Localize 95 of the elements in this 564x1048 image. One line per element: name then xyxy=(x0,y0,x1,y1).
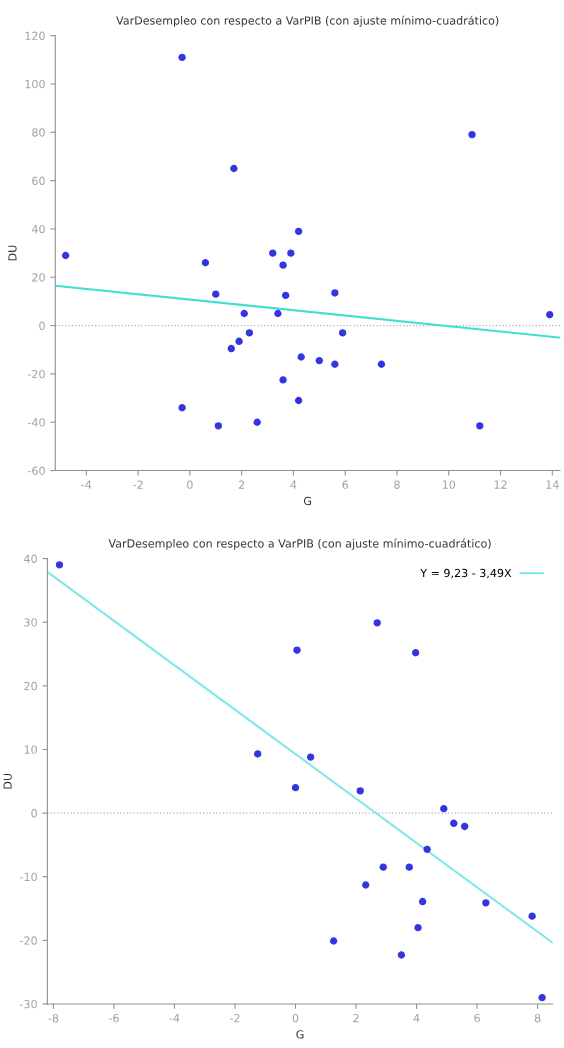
point xyxy=(362,881,370,889)
point xyxy=(405,863,413,871)
point xyxy=(411,649,420,657)
x-tick-label: -4 xyxy=(81,480,92,489)
point xyxy=(460,822,469,831)
chart-title: VarDesempleo con respecto a VarPIB (con ajuste mínimo-cuadrático) xyxy=(116,15,499,27)
point xyxy=(279,261,287,269)
point xyxy=(293,646,301,654)
point xyxy=(306,753,315,761)
x-tick-label: 4 xyxy=(290,480,297,489)
y-tick-label: -10 xyxy=(20,872,37,882)
point xyxy=(397,951,406,959)
x-tick-label: -2 xyxy=(133,480,143,489)
y-tick-label: 60 xyxy=(32,176,45,185)
point xyxy=(294,227,303,236)
y-tick-label: 40 xyxy=(24,554,37,563)
y-tick-label: 80 xyxy=(32,128,45,137)
y-tick-label: -20 xyxy=(27,369,45,379)
point xyxy=(230,164,238,173)
y-tick-label: 20 xyxy=(24,681,37,691)
point xyxy=(55,561,64,569)
point xyxy=(279,376,287,384)
point xyxy=(240,309,248,318)
x-tick-label: 8 xyxy=(534,1013,541,1023)
x-tick-label: 14 xyxy=(546,480,559,489)
point xyxy=(482,899,490,907)
x-tick-label: 4 xyxy=(413,1014,420,1023)
point xyxy=(269,249,277,257)
x-axis-title: G xyxy=(296,1030,304,1039)
point xyxy=(227,344,235,353)
point xyxy=(201,259,210,267)
point xyxy=(440,804,448,813)
y-tick-label: 30 xyxy=(24,618,37,627)
point xyxy=(331,289,339,297)
y-tick-label: 20 xyxy=(32,273,45,282)
point xyxy=(315,356,323,365)
point xyxy=(245,329,254,337)
point xyxy=(546,311,554,319)
point xyxy=(274,309,282,318)
point xyxy=(253,418,261,426)
x-tick-label: 2 xyxy=(238,480,245,489)
point xyxy=(379,863,387,871)
point xyxy=(377,360,386,368)
point xyxy=(178,404,186,412)
point xyxy=(476,422,484,430)
x-tick-label: 0 xyxy=(292,1013,299,1023)
y-tick-label: -30 xyxy=(20,999,37,1009)
y-tick-label: -20 xyxy=(20,936,37,945)
x-tick-label: -2 xyxy=(229,1013,240,1023)
point xyxy=(331,360,339,368)
point xyxy=(294,396,303,405)
y-tick-label: 100 xyxy=(25,79,45,89)
point xyxy=(297,353,305,361)
y-axis-title: DU xyxy=(3,773,12,789)
point xyxy=(338,329,347,337)
x-tick-label: -8 xyxy=(48,1013,59,1023)
point xyxy=(235,337,243,345)
point xyxy=(423,845,431,854)
y-tick-label: 0 xyxy=(39,321,45,330)
x-tick-label: 10 xyxy=(442,480,456,489)
x-tick-label: -4 xyxy=(169,1014,180,1023)
x-tick-label: 6 xyxy=(342,480,349,489)
point xyxy=(538,993,546,1002)
point xyxy=(450,819,458,827)
y-tick-label: 0 xyxy=(31,809,37,818)
y-tick-label: 120 xyxy=(25,31,45,41)
legend-label: Y = 9,23 - 3,49X xyxy=(420,568,512,579)
y-tick-label: -60 xyxy=(27,466,45,475)
point xyxy=(212,290,220,298)
chart-title: VarDesempleo con respecto a VarPIB (con ajuste mínimo-cuadrático) xyxy=(108,538,491,550)
y-tick-label: 10 xyxy=(24,745,37,754)
x-tick-label: 12 xyxy=(494,480,507,489)
point xyxy=(254,750,262,758)
point xyxy=(178,53,186,62)
point xyxy=(468,131,476,139)
x-tick-label: 0 xyxy=(187,480,193,489)
y-tick-label: -40 xyxy=(27,418,45,427)
x-tick-label: -6 xyxy=(108,1013,119,1023)
y-tick-label: 40 xyxy=(31,224,45,234)
point xyxy=(329,937,338,945)
x-tick-label: 8 xyxy=(394,480,400,489)
y-axis-title: DU xyxy=(8,245,17,261)
point xyxy=(418,897,427,906)
point xyxy=(281,291,290,300)
point xyxy=(61,251,70,260)
point xyxy=(373,619,381,627)
point xyxy=(291,783,300,792)
point xyxy=(214,422,223,430)
point xyxy=(414,923,422,932)
x-tick-label: 2 xyxy=(353,1013,359,1023)
point xyxy=(287,249,295,257)
x-axis-title: G xyxy=(303,496,312,506)
point xyxy=(356,787,364,795)
x-tick-label: 6 xyxy=(474,1013,480,1023)
point xyxy=(528,912,536,920)
